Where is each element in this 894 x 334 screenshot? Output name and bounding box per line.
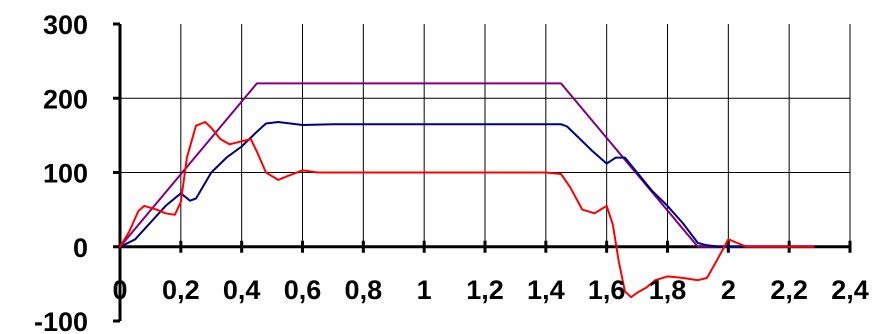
x-tick-label: 2,2: [770, 275, 808, 305]
x-tick-label: 0,2: [162, 275, 200, 305]
x-tick-label: 1,8: [649, 275, 687, 305]
series-group: [119, 82, 815, 299]
x-tick-label: 1,2: [466, 275, 504, 305]
y-tick-label: 0: [73, 233, 88, 263]
series-line-1: [119, 82, 815, 248]
x-tick-label: 2,4: [831, 275, 869, 305]
x-tick-labels: 0 0,2 0,4 0,6 0,8 1 1,2 1,4 1,6 1,8 2 2,2 2,4: [112, 275, 868, 305]
series-line-3: [119, 121, 815, 299]
x-tick-label: 1,4: [527, 275, 565, 305]
y-tick-label: 200: [43, 84, 88, 114]
x-tick-label: 0,8: [345, 275, 383, 305]
grid: [120, 24, 851, 247]
series-line-2: [119, 121, 815, 248]
x-tick-label: 0,6: [284, 275, 322, 305]
y-tick-labels: -100 0 100 200 300: [34, 10, 88, 334]
x-tick-label: 1: [417, 275, 432, 305]
x-tick-label: 2: [721, 275, 736, 305]
y-tick-label: 300: [43, 10, 88, 40]
y-tick-label: -100: [34, 307, 88, 334]
x-tick-label: 0,4: [223, 275, 261, 305]
y-tick-label: 100: [43, 159, 88, 189]
x-tick-label: 0: [112, 275, 127, 305]
x-tick-label: 1,6: [588, 275, 626, 305]
